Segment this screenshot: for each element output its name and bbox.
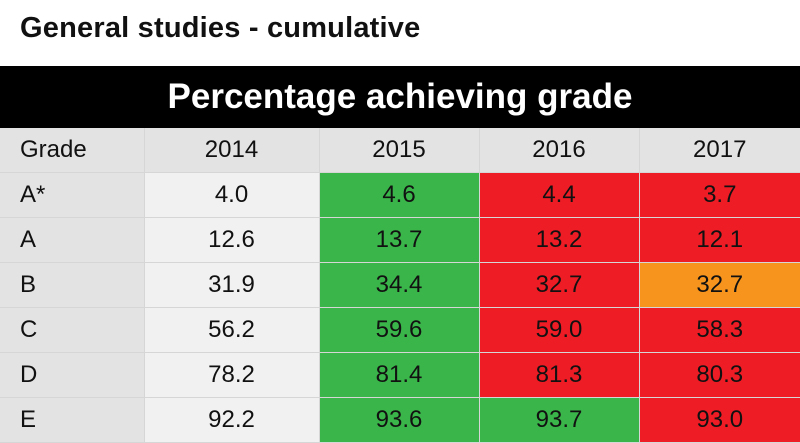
table-row: D 78.2 81.4 81.3 80.3 <box>0 352 800 398</box>
table-row: B 31.9 34.4 32.7 32.7 <box>0 262 800 308</box>
table-row: C 56.2 59.6 59.0 58.3 <box>0 307 800 353</box>
grade-cell: A* <box>0 172 145 218</box>
value-cell: 13.2 <box>478 217 640 263</box>
value-cell: 58.3 <box>638 307 800 353</box>
value-cell: 4.0 <box>143 172 320 218</box>
value-cell: 93.7 <box>478 397 640 443</box>
table-row: A 12.6 13.7 13.2 12.1 <box>0 217 800 263</box>
column-header-2017: 2017 <box>638 128 800 173</box>
table-header-row: Grade 2014 2015 2016 2017 <box>0 128 800 173</box>
value-cell: 4.6 <box>318 172 480 218</box>
value-cell: 81.4 <box>318 352 480 398</box>
table-row: E 92.2 93.6 93.7 93.0 <box>0 397 800 443</box>
value-cell: 13.7 <box>318 217 480 263</box>
value-cell: 12.6 <box>143 217 320 263</box>
grades-table: Grade 2014 2015 2016 2017 A* 4.0 4.6 4.4 3.7… <box>0 128 800 443</box>
grade-cell: C <box>0 307 145 353</box>
table-banner: Percentage achieving grade <box>0 66 800 128</box>
value-cell: 3.7 <box>638 172 800 218</box>
page-title: General studies - cumulative <box>20 12 421 44</box>
value-cell: 4.4 <box>478 172 640 218</box>
banner-label: Percentage achieving grade <box>167 77 633 116</box>
value-cell: 78.2 <box>143 352 320 398</box>
column-header-2014: 2014 <box>143 128 320 173</box>
column-header-grade: Grade <box>0 128 145 173</box>
value-cell: 80.3 <box>638 352 800 398</box>
value-cell: 31.9 <box>143 262 320 308</box>
table-row: A* 4.0 4.6 4.4 3.7 <box>0 172 800 218</box>
grade-cell: A <box>0 217 145 263</box>
value-cell: 59.0 <box>478 307 640 353</box>
value-cell: 56.2 <box>143 307 320 353</box>
column-header-2016: 2016 <box>478 128 640 173</box>
grade-cell: B <box>0 262 145 308</box>
value-cell: 32.7 <box>638 262 800 308</box>
grade-cell: D <box>0 352 145 398</box>
value-cell: 34.4 <box>318 262 480 308</box>
value-cell: 93.0 <box>638 397 800 443</box>
grade-cell: E <box>0 397 145 443</box>
value-cell: 32.7 <box>478 262 640 308</box>
value-cell: 12.1 <box>638 217 800 263</box>
value-cell: 81.3 <box>478 352 640 398</box>
value-cell: 93.6 <box>318 397 480 443</box>
column-header-2015: 2015 <box>318 128 480 173</box>
value-cell: 92.2 <box>143 397 320 443</box>
value-cell: 59.6 <box>318 307 480 353</box>
